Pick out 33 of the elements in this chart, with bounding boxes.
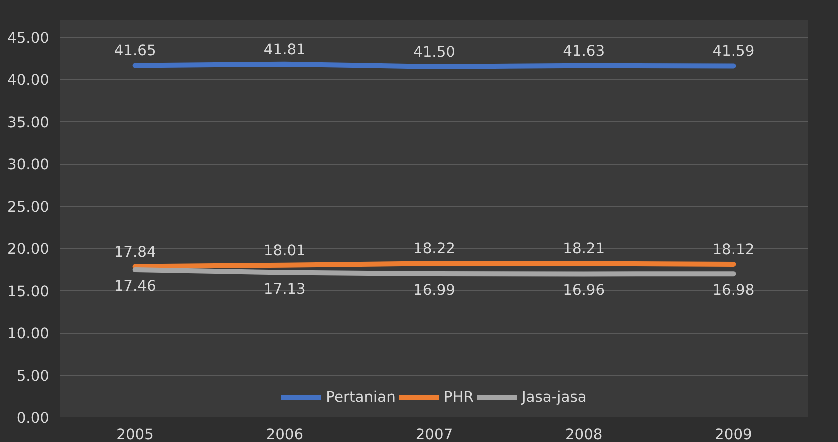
x-tick-label: 2005 bbox=[116, 426, 154, 442]
y-tick-label: 0.00 bbox=[16, 410, 50, 427]
data-label: 41.50 bbox=[414, 44, 456, 61]
legend-label: Pertanian bbox=[326, 388, 396, 406]
x-tick-label: 2007 bbox=[416, 426, 454, 442]
y-tick-label: 30.00 bbox=[8, 156, 50, 174]
x-tick-label: 2008 bbox=[565, 426, 603, 442]
data-label: 41.65 bbox=[114, 42, 156, 60]
y-tick-label: 5.00 bbox=[16, 368, 50, 385]
data-label: 41.59 bbox=[712, 43, 755, 60]
x-tick-label: 2009 bbox=[715, 426, 752, 442]
data-label: 41.81 bbox=[264, 41, 306, 58]
y-tick-label: 15.00 bbox=[8, 283, 50, 300]
data-label: 18.22 bbox=[414, 240, 456, 258]
x-tick-label: 2006 bbox=[266, 426, 304, 442]
y-tick-label: 20.00 bbox=[8, 241, 50, 258]
data-label: 17.84 bbox=[114, 244, 156, 261]
data-label: 16.98 bbox=[712, 282, 755, 300]
y-tick-label: 45.00 bbox=[8, 30, 50, 47]
data-label: 16.99 bbox=[414, 282, 456, 299]
legend-label: Jasa-jasa bbox=[522, 388, 587, 406]
data-label: 17.46 bbox=[114, 278, 156, 296]
legend-label: PHR bbox=[444, 388, 474, 406]
data-label: 17.13 bbox=[264, 280, 306, 298]
data-label: 16.96 bbox=[563, 282, 606, 300]
y-tick-label: 10.00 bbox=[8, 326, 50, 343]
y-tick-label: 35.00 bbox=[8, 114, 50, 132]
data-label: 18.21 bbox=[563, 240, 606, 258]
data-label: 41.63 bbox=[563, 42, 606, 60]
y-tick-label: 40.00 bbox=[8, 72, 50, 90]
data-label: 18.12 bbox=[712, 241, 755, 258]
data-label: 18.01 bbox=[264, 242, 306, 260]
y-tick-label: 25.00 bbox=[8, 198, 50, 216]
